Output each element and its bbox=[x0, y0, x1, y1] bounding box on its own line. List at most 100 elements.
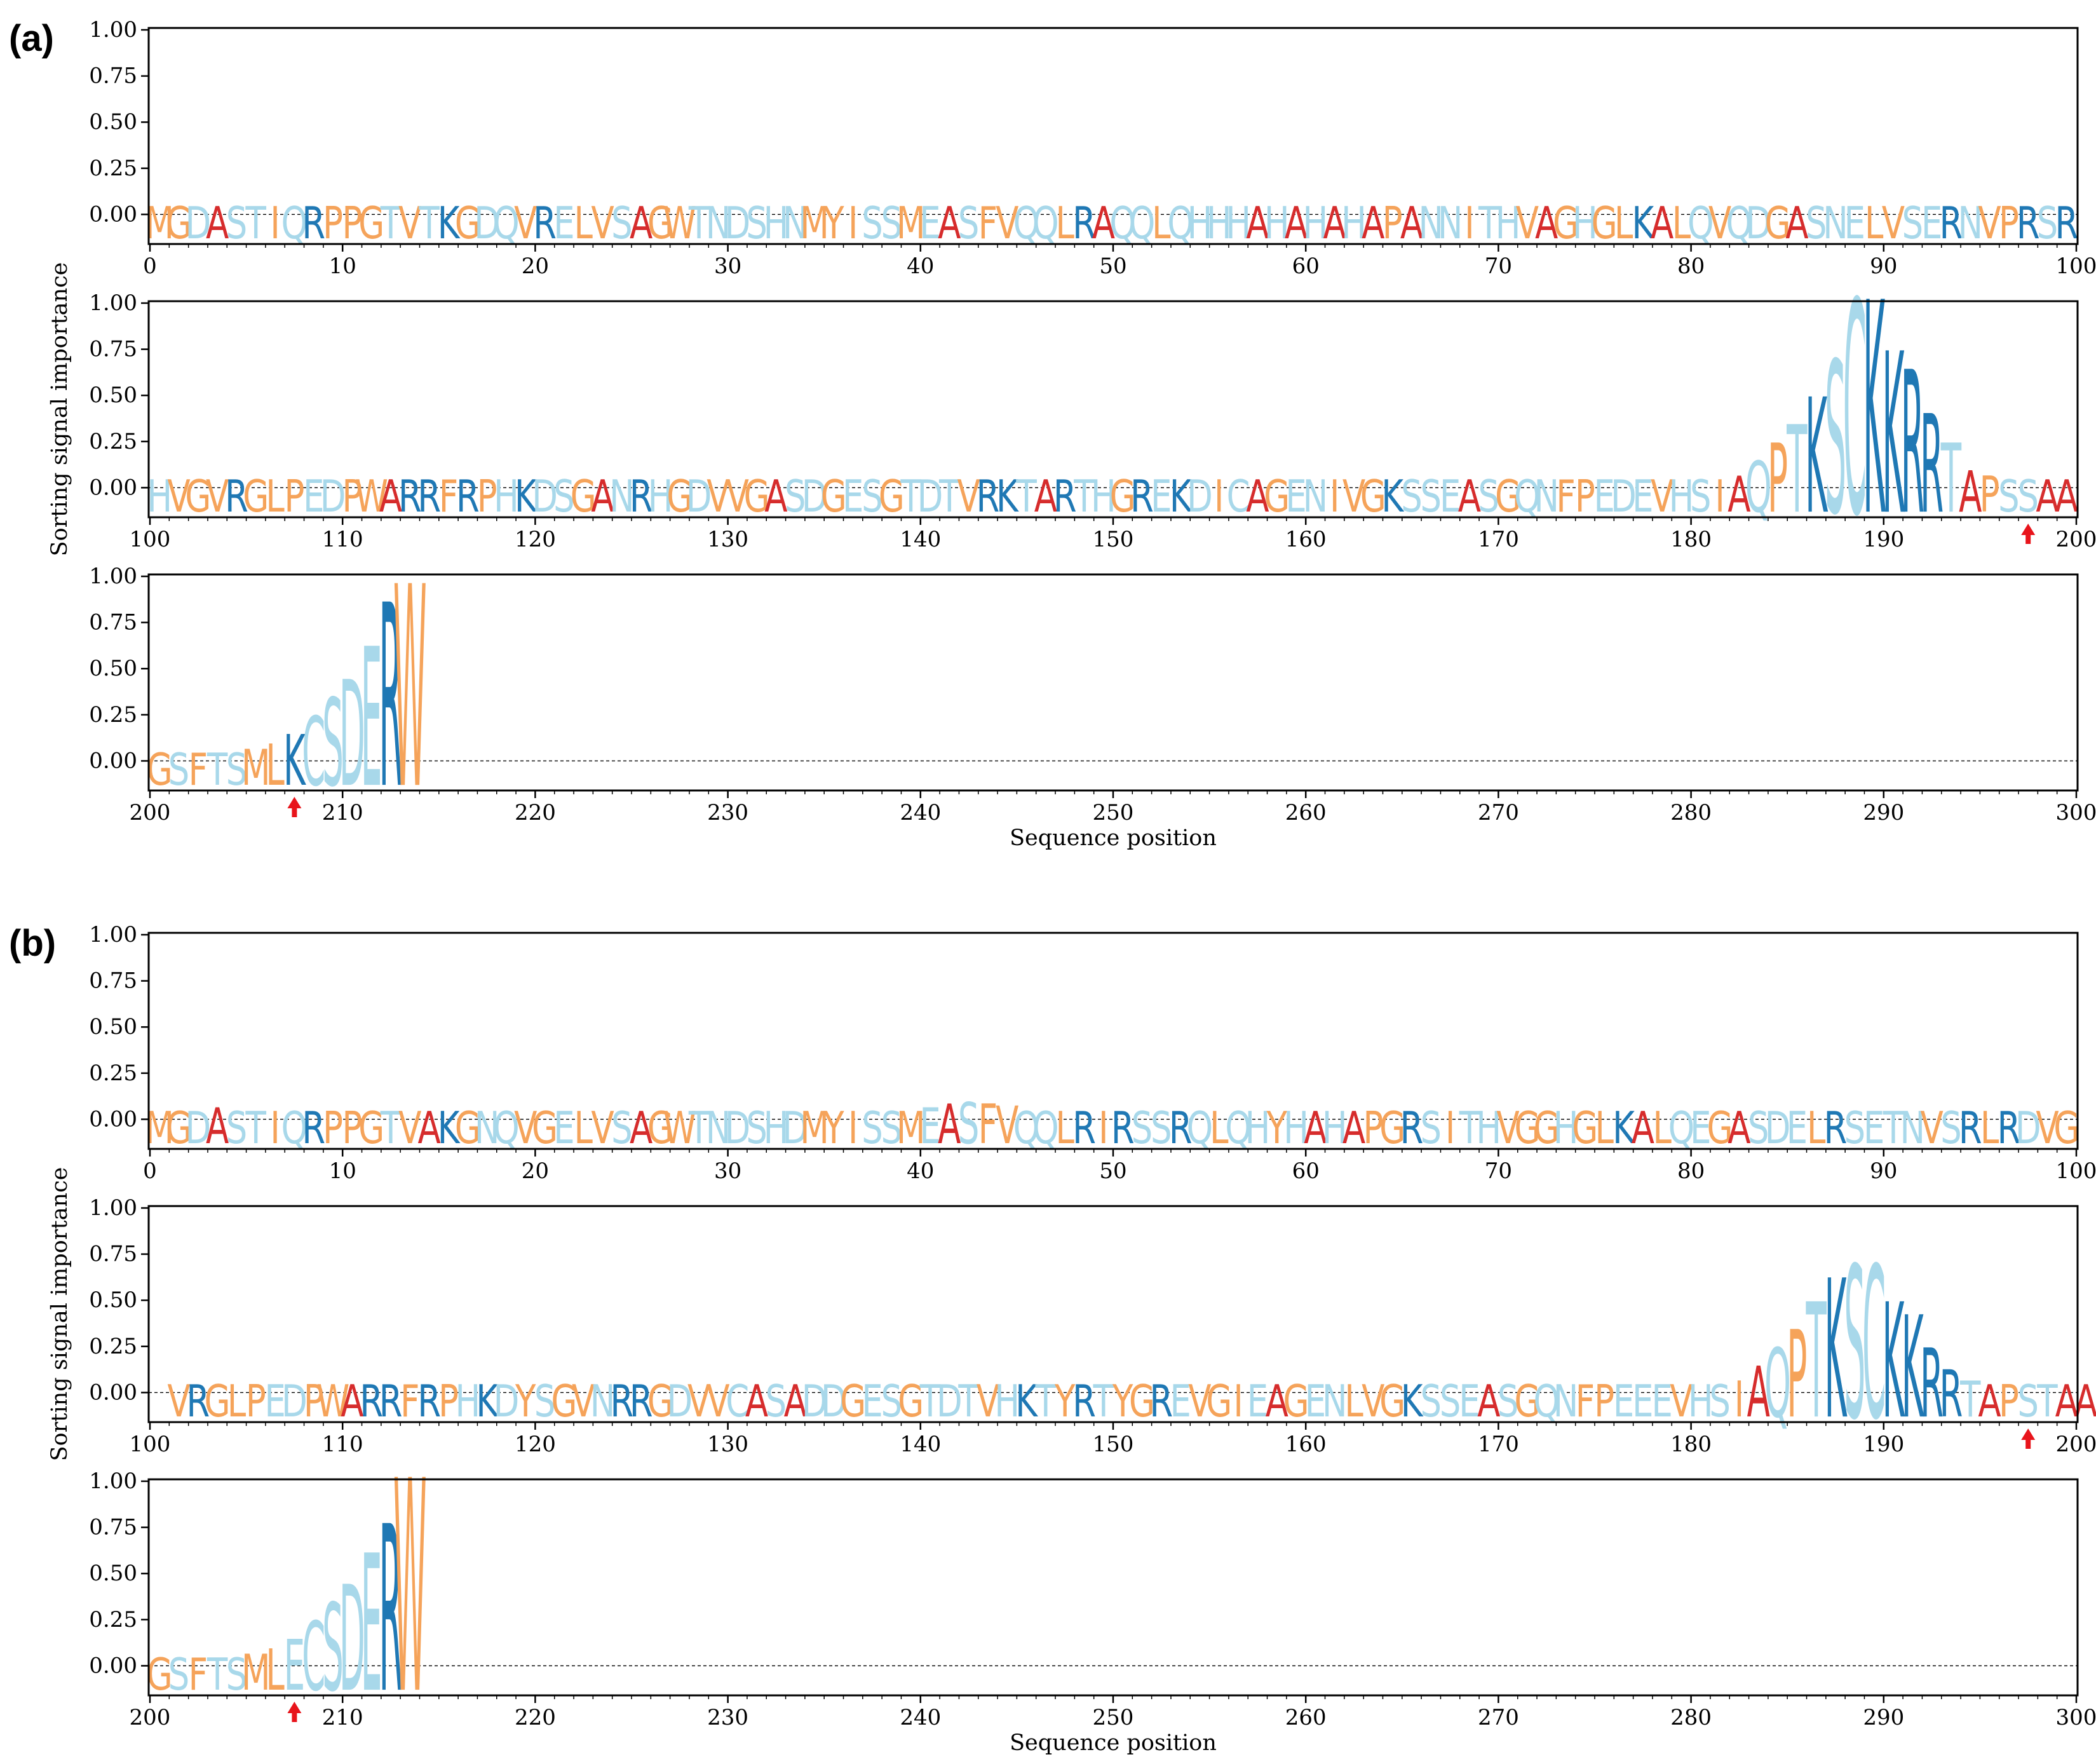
logo-letter: V bbox=[1670, 1376, 1693, 1427]
logo-letter: G bbox=[1572, 1102, 1598, 1154]
logo-letter: R bbox=[360, 1376, 383, 1427]
logo-letter: G bbox=[1707, 1102, 1733, 1154]
logo-letter: P bbox=[1980, 466, 2000, 524]
logo-letter: G bbox=[1534, 1102, 1560, 1154]
logo-letter: G bbox=[571, 471, 597, 522]
logo-letter: A bbox=[1323, 198, 1346, 249]
logo-letter: L bbox=[1210, 1102, 1229, 1154]
x-tick-label: 130 bbox=[707, 1432, 748, 1457]
logo-letter: S bbox=[1825, 319, 1846, 561]
x-tick-label: 200 bbox=[2056, 527, 2096, 552]
logo-letter: V bbox=[167, 1376, 190, 1427]
logo-letter: Q bbox=[1225, 1102, 1252, 1154]
logo-letter: V bbox=[1516, 198, 1539, 249]
y-axis-title: Sorting signal importance bbox=[47, 1167, 72, 1462]
logo-letter: E bbox=[361, 608, 382, 831]
logo-letter: A bbox=[1535, 198, 1558, 249]
logo-letter: L bbox=[1980, 1102, 1999, 1154]
logo-letter: Q bbox=[1764, 1329, 1791, 1439]
logo-letter: V bbox=[1882, 198, 1905, 249]
logo-letter: A bbox=[1034, 471, 1057, 522]
x-tick-label: 40 bbox=[907, 254, 934, 279]
y-tick-label: 0.25 bbox=[89, 156, 137, 181]
logo-letter: S bbox=[766, 1376, 787, 1427]
logo-letter: E bbox=[1651, 1376, 1673, 1427]
logo-letter: R bbox=[398, 471, 422, 522]
logo-letter: K bbox=[1883, 1271, 1905, 1455]
y-tick-label: 1.00 bbox=[89, 922, 137, 947]
logo-letter: F bbox=[189, 1649, 208, 1700]
logo-letter: S bbox=[1401, 471, 1423, 522]
logo-letter: E bbox=[1285, 471, 1307, 522]
logo-letter: R bbox=[1920, 1329, 1944, 1439]
logo-letter: F bbox=[978, 198, 998, 249]
logo-letter: S bbox=[746, 198, 767, 249]
logo-letter: S bbox=[2037, 198, 2059, 249]
logo-letter: D bbox=[724, 1102, 750, 1154]
logo-letter: D bbox=[2015, 1102, 2041, 1154]
logo-letter: Q bbox=[1032, 1102, 1059, 1154]
x-tick-label: 290 bbox=[1863, 800, 1904, 825]
logo-letter: D bbox=[320, 471, 346, 522]
logo-letter: G bbox=[879, 471, 905, 522]
logo-letter: E bbox=[1459, 1376, 1480, 1427]
logo-letter: S bbox=[862, 198, 883, 249]
logo-letter: I bbox=[1214, 471, 1224, 522]
logo-letter: P bbox=[477, 471, 497, 522]
logo-letter: A bbox=[1266, 1376, 1288, 1427]
logo-letter: S bbox=[1690, 471, 1712, 522]
x-tick-label: 30 bbox=[714, 254, 741, 279]
logo-letter: T bbox=[380, 198, 401, 249]
x-tick-label: 270 bbox=[1478, 1705, 1519, 1730]
logo-letter: W bbox=[316, 1376, 349, 1427]
logo-letter: Q bbox=[1687, 198, 1714, 249]
logo-letter: H bbox=[1496, 198, 1521, 249]
x-tick-label: 250 bbox=[1093, 800, 1134, 825]
x-tick-label: 190 bbox=[1863, 1432, 1904, 1457]
logo-letter: L bbox=[1614, 198, 1633, 249]
logo-letter: D bbox=[666, 1376, 693, 1427]
logo-letter: S bbox=[2017, 471, 2039, 522]
logo-letter: D bbox=[936, 1376, 963, 1427]
logo-letter: Q bbox=[1129, 198, 1156, 249]
logo-letter: T bbox=[938, 471, 959, 522]
logo-letter: G bbox=[1592, 198, 1618, 249]
logo-letter: T bbox=[206, 1649, 227, 1700]
x-tick-label: 0 bbox=[143, 1158, 157, 1184]
logo-letter: T bbox=[688, 198, 709, 249]
x-tick-label: 270 bbox=[1478, 800, 1519, 825]
logo-letter: W bbox=[663, 1102, 696, 1154]
logo-letter: N bbox=[1900, 1102, 1925, 1154]
x-tick-label: 30 bbox=[714, 1158, 741, 1184]
logo-letter: Y bbox=[823, 1102, 844, 1154]
logo-letter: C bbox=[302, 698, 325, 808]
x-tick-label: 200 bbox=[130, 1705, 171, 1730]
logo-letter: A bbox=[417, 1102, 440, 1154]
logo-letter: C bbox=[726, 1376, 749, 1427]
x-axis-title: Sequence position bbox=[1010, 825, 1217, 851]
logo-letter: A bbox=[1246, 198, 1269, 249]
logo-letter: R bbox=[1149, 1376, 1173, 1427]
logo-letter: R bbox=[302, 198, 325, 249]
logo-letter: N bbox=[1438, 198, 1463, 249]
logo-letter: E bbox=[303, 471, 325, 522]
logo-letter: R bbox=[610, 1376, 633, 1427]
logo-letter: P bbox=[1768, 424, 1788, 534]
logo-letter: S bbox=[1844, 1102, 1865, 1154]
logo-letter: G bbox=[1110, 471, 1136, 522]
logo-letter: R bbox=[1920, 386, 1944, 544]
logo-letter: I bbox=[1233, 1376, 1243, 1427]
logo-letter: E bbox=[919, 198, 941, 249]
logo-letter: H bbox=[763, 1102, 788, 1154]
logo-letter: D bbox=[493, 1376, 519, 1427]
logo-letter: S bbox=[2017, 1376, 2039, 1427]
logo-letter: M bbox=[896, 1102, 926, 1154]
logo-letter: R bbox=[1053, 471, 1077, 522]
logo-letter: G bbox=[1514, 1102, 1540, 1154]
logo-letter: P bbox=[1575, 471, 1595, 522]
logo-letter: N bbox=[1303, 471, 1329, 522]
logo-letter: P bbox=[1999, 1376, 2019, 1427]
